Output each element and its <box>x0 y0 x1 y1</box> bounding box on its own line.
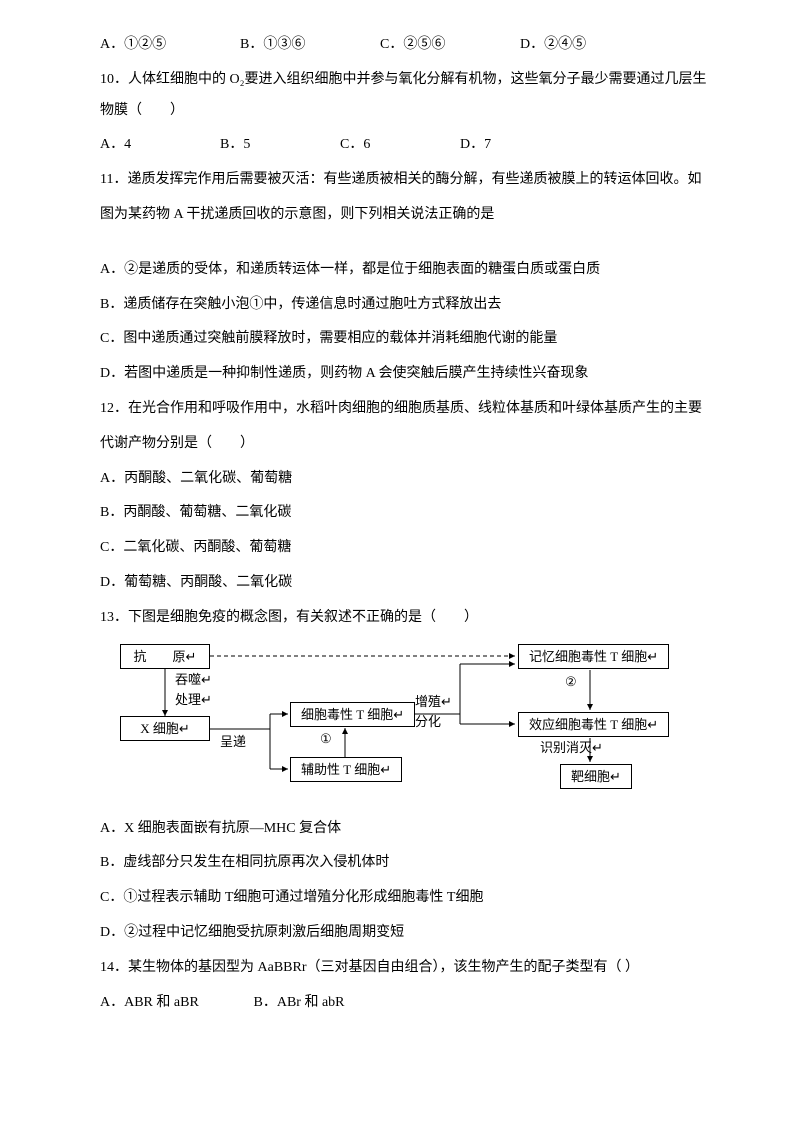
q11-opt-c: C．图中递质通过突触前膜释放时，需要相应的载体并消耗细胞代谢的能量 <box>100 324 715 355</box>
q11-line2: 图为某药物 A 干扰递质回收的示意图，则下列相关说法正确的是 <box>100 200 715 231</box>
diagram-label-proliferate: 增殖↵ <box>415 692 452 712</box>
diagram-label-2: ② <box>565 672 577 692</box>
q11-line1: 11．递质发挥完作用后需要被灭活：有些递质被相关的酶分解，有些递质被膜上的转运体… <box>100 165 715 196</box>
q12-opt-a: A．丙酮酸、二氧化碳、葡萄糖 <box>100 464 715 495</box>
q13-opt-d: D．②过程中记忆细胞受抗原刺激后细胞周期变短 <box>100 918 715 949</box>
diagram-box-target: 靶细胞↵ <box>560 764 632 790</box>
q13-opt-b: B．虚线部分只发生在相同抗原再次入侵机体时 <box>100 848 715 879</box>
diagram-box-xcell: X 细胞↵ <box>120 716 210 742</box>
q9-opt-a: A．①②⑤ <box>100 30 240 61</box>
q11-opt-b: B．递质储存在突触小泡①中，传递信息时通过胞吐方式释放出去 <box>100 290 715 321</box>
q12-line2: 代谢产物分别是（ ） <box>100 429 715 460</box>
q9-options: A．①②⑤ B．①③⑥ C．②⑤⑥ D．②④⑤ <box>100 30 715 61</box>
q14-text: 14．某生物体的基因型为 AaBBRr（三对基因自由组合），该生物产生的配子类型… <box>100 953 715 984</box>
q14-opt-b: B．ABr 和 abR <box>254 988 404 1019</box>
q14-options: A．ABR 和 aBR B．ABr 和 abR <box>100 988 715 1019</box>
diagram-box-helper-t: 辅助性 T 细胞↵ <box>290 757 402 783</box>
q10-opt-c: C．6 <box>340 130 460 161</box>
diagram-box-memory-t: 记忆细胞毒性 T 细胞↵ <box>518 644 669 670</box>
q10-opt-a: A．4 <box>100 130 220 161</box>
q10-opt-b: B．5 <box>220 130 340 161</box>
diagram-label-recognize: 识别消灭↵ <box>540 738 603 758</box>
q12-opt-b: B．丙酮酸、葡萄糖、二氧化碳 <box>100 498 715 529</box>
q14-opt-a: A．ABR 和 aBR <box>100 988 250 1019</box>
diagram-label-process: 处理↵ <box>175 690 212 710</box>
diagram-label-1: ① <box>320 729 332 749</box>
q9-opt-d: D．②④⑤ <box>520 30 660 61</box>
q11-opt-d: D．若图中递质是一种抑制性递质，则药物 A 会使突触后膜产生持续性兴奋现象 <box>100 359 715 390</box>
immune-diagram: 抗 原↵ X 细胞↵ 细胞毒性 T 细胞↵ 辅助性 T 细胞↵ 记忆细胞毒性 T… <box>120 644 680 804</box>
q10-options: A．4 B．5 C．6 D．7 <box>100 130 715 161</box>
diagram-box-effector-t: 效应细胞毒性 T 细胞↵ <box>518 712 669 738</box>
diagram-label-phagocytose: 吞噬↵ <box>175 670 212 690</box>
diagram-label-differentiate: 分化 <box>415 712 441 732</box>
q12-opt-c: C．二氧化碳、丙酮酸、葡萄糖 <box>100 533 715 564</box>
diagram-box-antigen: 抗 原↵ <box>120 644 210 670</box>
q12-line1: 12．在光合作用和呼吸作用中，水稻叶肉细胞的细胞质基质、线粒体基质和叶绿体基质产… <box>100 394 715 425</box>
q10-text: 10．人体红细胞中的 O₂要进入组织细胞中并参与氧化分解有机物，这些氧分子最少需… <box>100 65 715 127</box>
q10-opt-d: D．7 <box>460 130 580 161</box>
diagram-box-cytotoxic-t: 细胞毒性 T 细胞↵ <box>290 702 415 728</box>
q11-opt-a: A．②是递质的受体，和递质转运体一样，都是位于细胞表面的糖蛋白质或蛋白质 <box>100 255 715 286</box>
q13-text: 13．下图是细胞免疫的概念图，有关叙述不正确的是（ ） <box>100 603 715 634</box>
q12-opt-d: D．葡萄糖、丙酮酸、二氧化碳 <box>100 568 715 599</box>
q9-opt-c: C．②⑤⑥ <box>380 30 520 61</box>
diagram-label-present: 呈递 <box>220 732 246 752</box>
q13-opt-a: A．X 细胞表面嵌有抗原—MHC 复合体 <box>100 814 715 845</box>
q9-opt-b: B．①③⑥ <box>240 30 380 61</box>
q13-opt-c: C．①过程表示辅助 T细胞可通过增殖分化形成细胞毒性 T细胞 <box>100 883 715 914</box>
